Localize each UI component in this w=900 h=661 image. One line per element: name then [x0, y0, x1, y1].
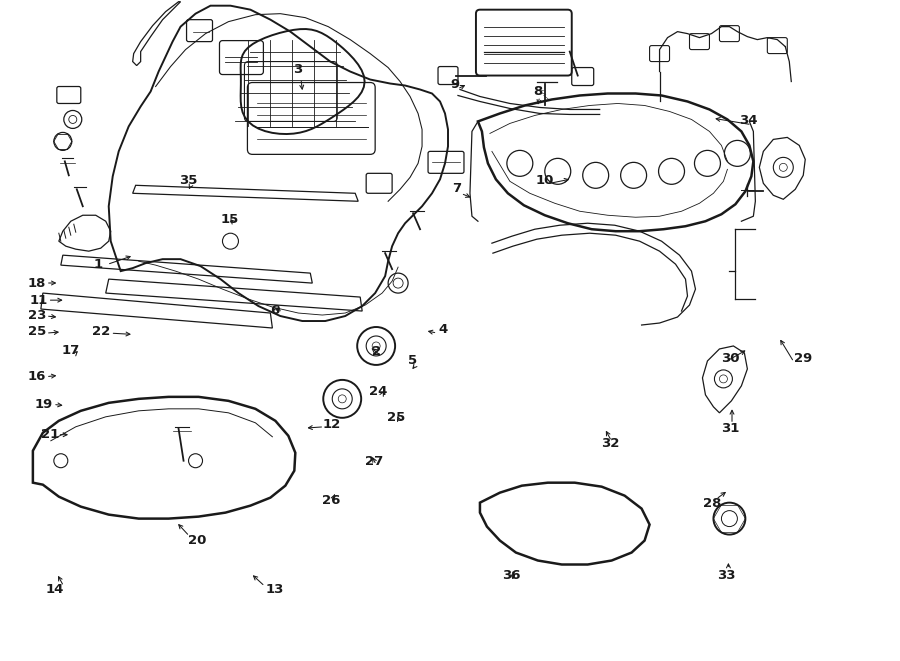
- Text: 13: 13: [266, 582, 284, 596]
- Text: 36: 36: [502, 569, 520, 582]
- Text: 22: 22: [93, 325, 111, 338]
- Text: 14: 14: [46, 582, 64, 596]
- Text: 21: 21: [41, 428, 59, 442]
- Text: 20: 20: [187, 533, 206, 547]
- Text: 25: 25: [387, 411, 405, 424]
- Text: 28: 28: [703, 497, 722, 510]
- Text: 9: 9: [451, 78, 460, 91]
- Text: 16: 16: [28, 370, 46, 383]
- Text: 4: 4: [438, 323, 447, 336]
- Text: 1: 1: [94, 258, 103, 271]
- Text: 11: 11: [30, 293, 48, 307]
- Text: 23: 23: [28, 309, 46, 323]
- Text: 25: 25: [28, 325, 46, 338]
- Text: 34: 34: [739, 114, 758, 128]
- Text: 30: 30: [721, 352, 740, 365]
- Text: 18: 18: [28, 276, 46, 290]
- Text: 31: 31: [721, 422, 740, 435]
- Text: 2: 2: [372, 345, 381, 358]
- Text: 33: 33: [717, 569, 736, 582]
- Text: 6: 6: [270, 304, 280, 317]
- Text: 24: 24: [369, 385, 387, 398]
- Text: 7: 7: [453, 182, 462, 195]
- Text: 15: 15: [220, 214, 239, 226]
- Text: 5: 5: [408, 354, 417, 367]
- Text: 29: 29: [794, 352, 812, 365]
- Text: 12: 12: [322, 418, 340, 431]
- Text: 8: 8: [534, 85, 543, 98]
- Text: 3: 3: [292, 63, 302, 77]
- Text: 10: 10: [536, 174, 554, 186]
- Text: 26: 26: [322, 494, 340, 507]
- Text: 17: 17: [62, 344, 80, 357]
- Text: 19: 19: [35, 398, 53, 411]
- Text: 32: 32: [600, 438, 619, 450]
- Text: 35: 35: [178, 174, 197, 186]
- Text: 27: 27: [364, 455, 382, 467]
